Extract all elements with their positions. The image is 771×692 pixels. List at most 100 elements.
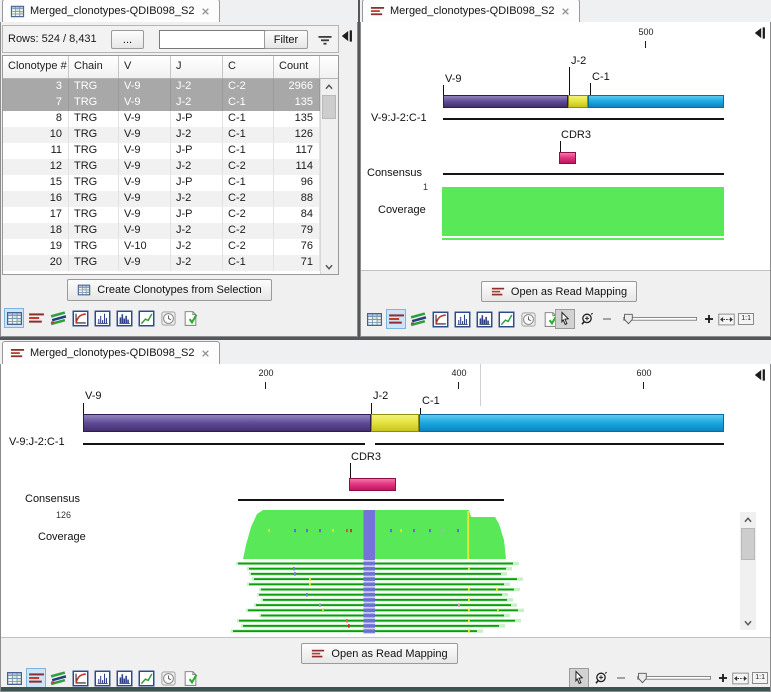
zoom-slider[interactable] (616, 312, 700, 326)
table-row[interactable]: 20 TRG V-9 J-2 C-1 71 (3, 255, 338, 271)
tab-merged-clonotypes-mapping[interactable]: Merged_clonotypes-QDIB098_S2 (2, 341, 221, 365)
scroll-up-button[interactable] (740, 512, 756, 527)
view-report-button[interactable] (180, 668, 200, 688)
view-table-button[interactable] (4, 308, 24, 328)
zoom-100-button[interactable]: 1:1 (738, 313, 754, 325)
zoom-tool-button[interactable] (592, 668, 612, 688)
table-scrollbar[interactable] (320, 79, 338, 274)
cell-chain: TRG (69, 223, 119, 239)
filter-button[interactable]: Filter (264, 30, 308, 49)
segment-c[interactable] (419, 414, 724, 432)
table-row[interactable]: 11 TRG V-9 J-P C-1 117 (3, 143, 338, 159)
col-count[interactable]: Count (274, 56, 320, 78)
collapse-sidebar-button[interactable] (339, 28, 354, 44)
fit-width-button[interactable] (732, 672, 749, 685)
scroll-up-button[interactable] (321, 79, 337, 94)
cell-j: J-2 (171, 255, 223, 271)
col-chain[interactable]: Chain (69, 56, 119, 78)
selection-tool-button[interactable] (569, 668, 590, 688)
collapse-sidebar-button[interactable] (752, 25, 767, 41)
segment-v[interactable] (443, 95, 568, 108)
view-table-button[interactable] (4, 668, 24, 688)
view-alignment-button[interactable] (48, 668, 68, 688)
cell-count: 117 (274, 143, 320, 159)
view-curve-button[interactable] (430, 309, 450, 329)
view-line-chart-button[interactable] (136, 308, 156, 328)
close-icon[interactable] (199, 347, 212, 360)
view-histogram2-button[interactable] (114, 668, 134, 688)
close-icon[interactable] (199, 5, 212, 18)
view-curve-button[interactable] (70, 668, 90, 688)
view-history-button[interactable] (158, 668, 178, 688)
reads-scrollbar[interactable] (740, 512, 756, 630)
cell-clonotype: 16 (3, 191, 69, 207)
table-row[interactable]: 15 TRG V-9 J-P C-1 96 (3, 175, 338, 191)
segment-j[interactable] (568, 95, 588, 108)
view-histogram-button[interactable] (92, 668, 112, 688)
fit-width-button[interactable] (718, 313, 735, 326)
annotation-tick (420, 408, 421, 414)
col-v[interactable]: V (119, 56, 171, 78)
open-as-read-mapping-button[interactable]: Open as Read Mapping (301, 643, 458, 664)
segment-c[interactable] (588, 95, 724, 108)
view-read-mapping-button[interactable] (26, 668, 46, 688)
view-report-button[interactable] (180, 308, 200, 328)
zoom-in-icon[interactable] (717, 672, 729, 684)
zoom-slider[interactable] (630, 671, 714, 685)
zoom-out-icon[interactable] (601, 313, 613, 325)
view-table-button[interactable] (364, 309, 384, 329)
view-line-chart-button[interactable] (496, 309, 516, 329)
scroll-down-button[interactable] (321, 259, 337, 274)
view-histogram2-button[interactable] (114, 308, 134, 328)
view-histogram-button[interactable] (452, 309, 472, 329)
scrollbar-thumb[interactable] (741, 528, 755, 560)
table-row[interactable]: 7 TRG V-9 J-2 C-1 135 (3, 95, 338, 111)
view-read-mapping-button[interactable] (26, 308, 46, 328)
segment-j[interactable] (371, 414, 419, 432)
view-alignment-button[interactable] (408, 309, 428, 329)
col-clonotype[interactable]: Clonotype # (3, 56, 69, 78)
zoom-out-icon[interactable] (615, 672, 627, 684)
cdr3-annotation[interactable] (349, 478, 396, 491)
view-history-button[interactable] (518, 309, 538, 329)
table-row[interactable]: 8 TRG V-9 J-P C-1 135 (3, 111, 338, 127)
zoom-100-button[interactable]: 1:1 (752, 672, 768, 684)
open-as-read-mapping-button[interactable]: Open as Read Mapping (481, 281, 637, 302)
zoom-tool-button[interactable] (578, 309, 598, 329)
col-c[interactable]: C (223, 56, 274, 78)
table-row[interactable]: 3 TRG V-9 J-2 C-2 2966 (3, 79, 338, 95)
table-row[interactable]: 17 TRG V-9 J-P C-2 84 (3, 207, 338, 223)
scroll-down-button[interactable] (740, 615, 756, 630)
cdr3-label: CDR3 (561, 129, 591, 141)
close-icon[interactable] (559, 5, 572, 18)
advanced-filter-toggle[interactable] (314, 31, 336, 49)
selection-tool-button[interactable] (555, 309, 576, 329)
tab-merged-clonotypes-track[interactable]: Merged_clonotypes-QDIB098_S2 (362, 0, 581, 23)
segment-v[interactable] (83, 414, 371, 432)
table-row[interactable]: 10 TRG V-9 J-2 C-1 126 (3, 127, 338, 143)
view-histogram2-button[interactable] (474, 309, 494, 329)
cell-count: 84 (274, 207, 320, 223)
scrollbar-thumb[interactable] (322, 95, 336, 119)
collapse-sidebar-button[interactable] (752, 367, 767, 383)
view-line-chart-button[interactable] (136, 668, 156, 688)
cell-clonotype: 7 (3, 95, 69, 111)
view-history-button[interactable] (158, 308, 178, 328)
view-read-mapping-button[interactable] (386, 309, 406, 329)
view-histogram-button[interactable] (92, 308, 112, 328)
view-curve-button[interactable] (70, 308, 90, 328)
view-alignment-button[interactable] (48, 308, 68, 328)
more-filter-options-button[interactable]: ... (111, 30, 144, 49)
zoom-in-icon[interactable] (703, 313, 715, 325)
table-row[interactable]: 19 TRG V-10 J-2 C-2 76 (3, 239, 338, 255)
curve-chart-icon (72, 310, 89, 327)
table-row[interactable]: 12 TRG V-9 J-2 C-2 114 (3, 159, 338, 175)
filter-input[interactable] (159, 30, 267, 49)
table-row[interactable]: 16 TRG V-9 J-2 C-2 88 (3, 191, 338, 207)
create-clonotypes-button[interactable]: Create Clonotypes from Selection (67, 279, 272, 301)
cell-chain: TRG (69, 143, 119, 159)
table-row[interactable]: 18 TRG V-9 J-2 C-2 79 (3, 223, 338, 239)
tab-merged-clonotypes-table[interactable]: Merged_clonotypes-QDIB098_S2 (2, 0, 221, 23)
col-j[interactable]: J (171, 56, 223, 78)
cdr3-annotation[interactable] (559, 152, 576, 164)
